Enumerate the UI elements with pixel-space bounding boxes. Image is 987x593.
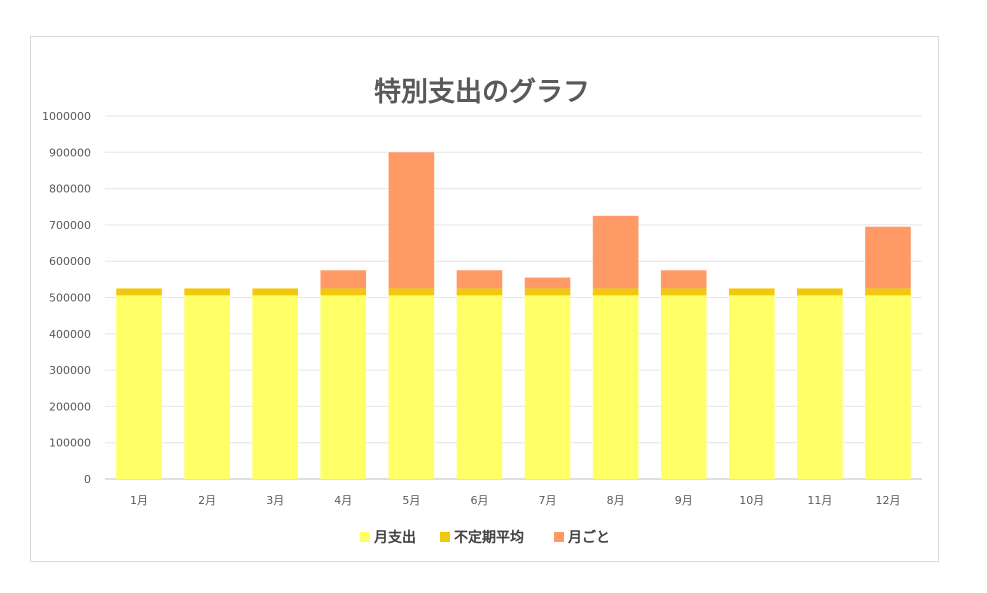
bar-2-1 — [116, 288, 162, 296]
legend-swatch — [440, 532, 450, 542]
bar-2-6 — [456, 288, 503, 296]
bar-1-2 — [184, 295, 230, 479]
x-tick-label: 9月 — [675, 494, 693, 507]
y-tick-label: 500000 — [49, 292, 91, 305]
x-tick-label: 2月 — [198, 494, 216, 507]
legend-label: 月支出 — [373, 529, 416, 546]
bar-3-7 — [524, 277, 571, 289]
y-axis-ticks: 0 100000 200000 300000 400000 500000 600000 700… — [42, 110, 91, 486]
bar-2-12 — [865, 288, 911, 296]
bar-3-12 — [865, 226, 911, 289]
legend: 月支出 不定期平均 月ごと — [360, 529, 610, 546]
y-tick-label: 300000 — [49, 364, 91, 377]
bar-1-8 — [592, 295, 639, 479]
y-tick-label: 800000 — [49, 183, 91, 196]
y-tick-label: 400000 — [49, 328, 91, 341]
bar-2-8 — [592, 288, 639, 296]
x-tick-label: 7月 — [539, 494, 557, 507]
x-tick-label: 3月 — [266, 494, 284, 507]
legend-label: 月ごと — [567, 529, 610, 546]
bar-3-5 — [388, 152, 435, 289]
y-tick-label: 1000000 — [42, 110, 91, 123]
y-tick-label: 600000 — [49, 255, 91, 268]
y-tick-label: 100000 — [49, 437, 91, 450]
bar-2-9 — [660, 288, 707, 296]
bar-2-2 — [184, 288, 230, 296]
legend-swatch — [554, 532, 564, 542]
x-tick-label: 4月 — [334, 494, 352, 507]
x-tick-label: 8月 — [607, 494, 625, 507]
y-tick-label: 900000 — [49, 146, 91, 159]
x-tick-label: 12月 — [875, 494, 900, 507]
x-tick-label: 6月 — [470, 494, 488, 507]
bar-1-5 — [388, 295, 435, 479]
x-tick-label: 11月 — [807, 494, 832, 507]
bar-1-3 — [252, 295, 299, 479]
x-tick-label: 1月 — [130, 494, 148, 507]
bar-1-7 — [524, 295, 571, 479]
bar-1-4 — [320, 295, 367, 479]
chart-title: 特別支出のグラフ — [374, 76, 590, 108]
bar-3-9 — [660, 270, 707, 289]
y-tick-label: 700000 — [49, 219, 91, 232]
bar-1-6 — [456, 295, 503, 479]
bars — [116, 152, 911, 479]
gridlines — [105, 115, 922, 480]
bar-1-9 — [660, 295, 707, 479]
bar-2-10 — [728, 288, 775, 296]
legend-swatch — [360, 532, 370, 542]
legend-label: 不定期平均 — [454, 529, 524, 546]
x-axis-ticks: 1月 2月 3月 4月 5月 6月 7月 8月 9月 10月 11月 12月 — [130, 494, 900, 507]
bar-3-6 — [456, 270, 503, 289]
x-tick-label: 5月 — [402, 494, 420, 507]
bar-1-11 — [797, 295, 843, 479]
bar-1-1 — [116, 295, 162, 479]
bar-2-5 — [388, 288, 435, 296]
y-tick-label: 0 — [84, 473, 91, 486]
bar-2-11 — [797, 288, 843, 296]
bar-1-10 — [728, 295, 775, 479]
bar-3-4 — [320, 270, 367, 289]
bar-2-4 — [320, 288, 367, 296]
bar-2-7 — [524, 288, 571, 296]
bar-3-8 — [592, 215, 639, 289]
bar-2-3 — [252, 288, 299, 296]
x-tick-label: 10月 — [739, 494, 764, 507]
y-tick-label: 200000 — [49, 400, 91, 413]
bar-1-12 — [865, 295, 911, 479]
